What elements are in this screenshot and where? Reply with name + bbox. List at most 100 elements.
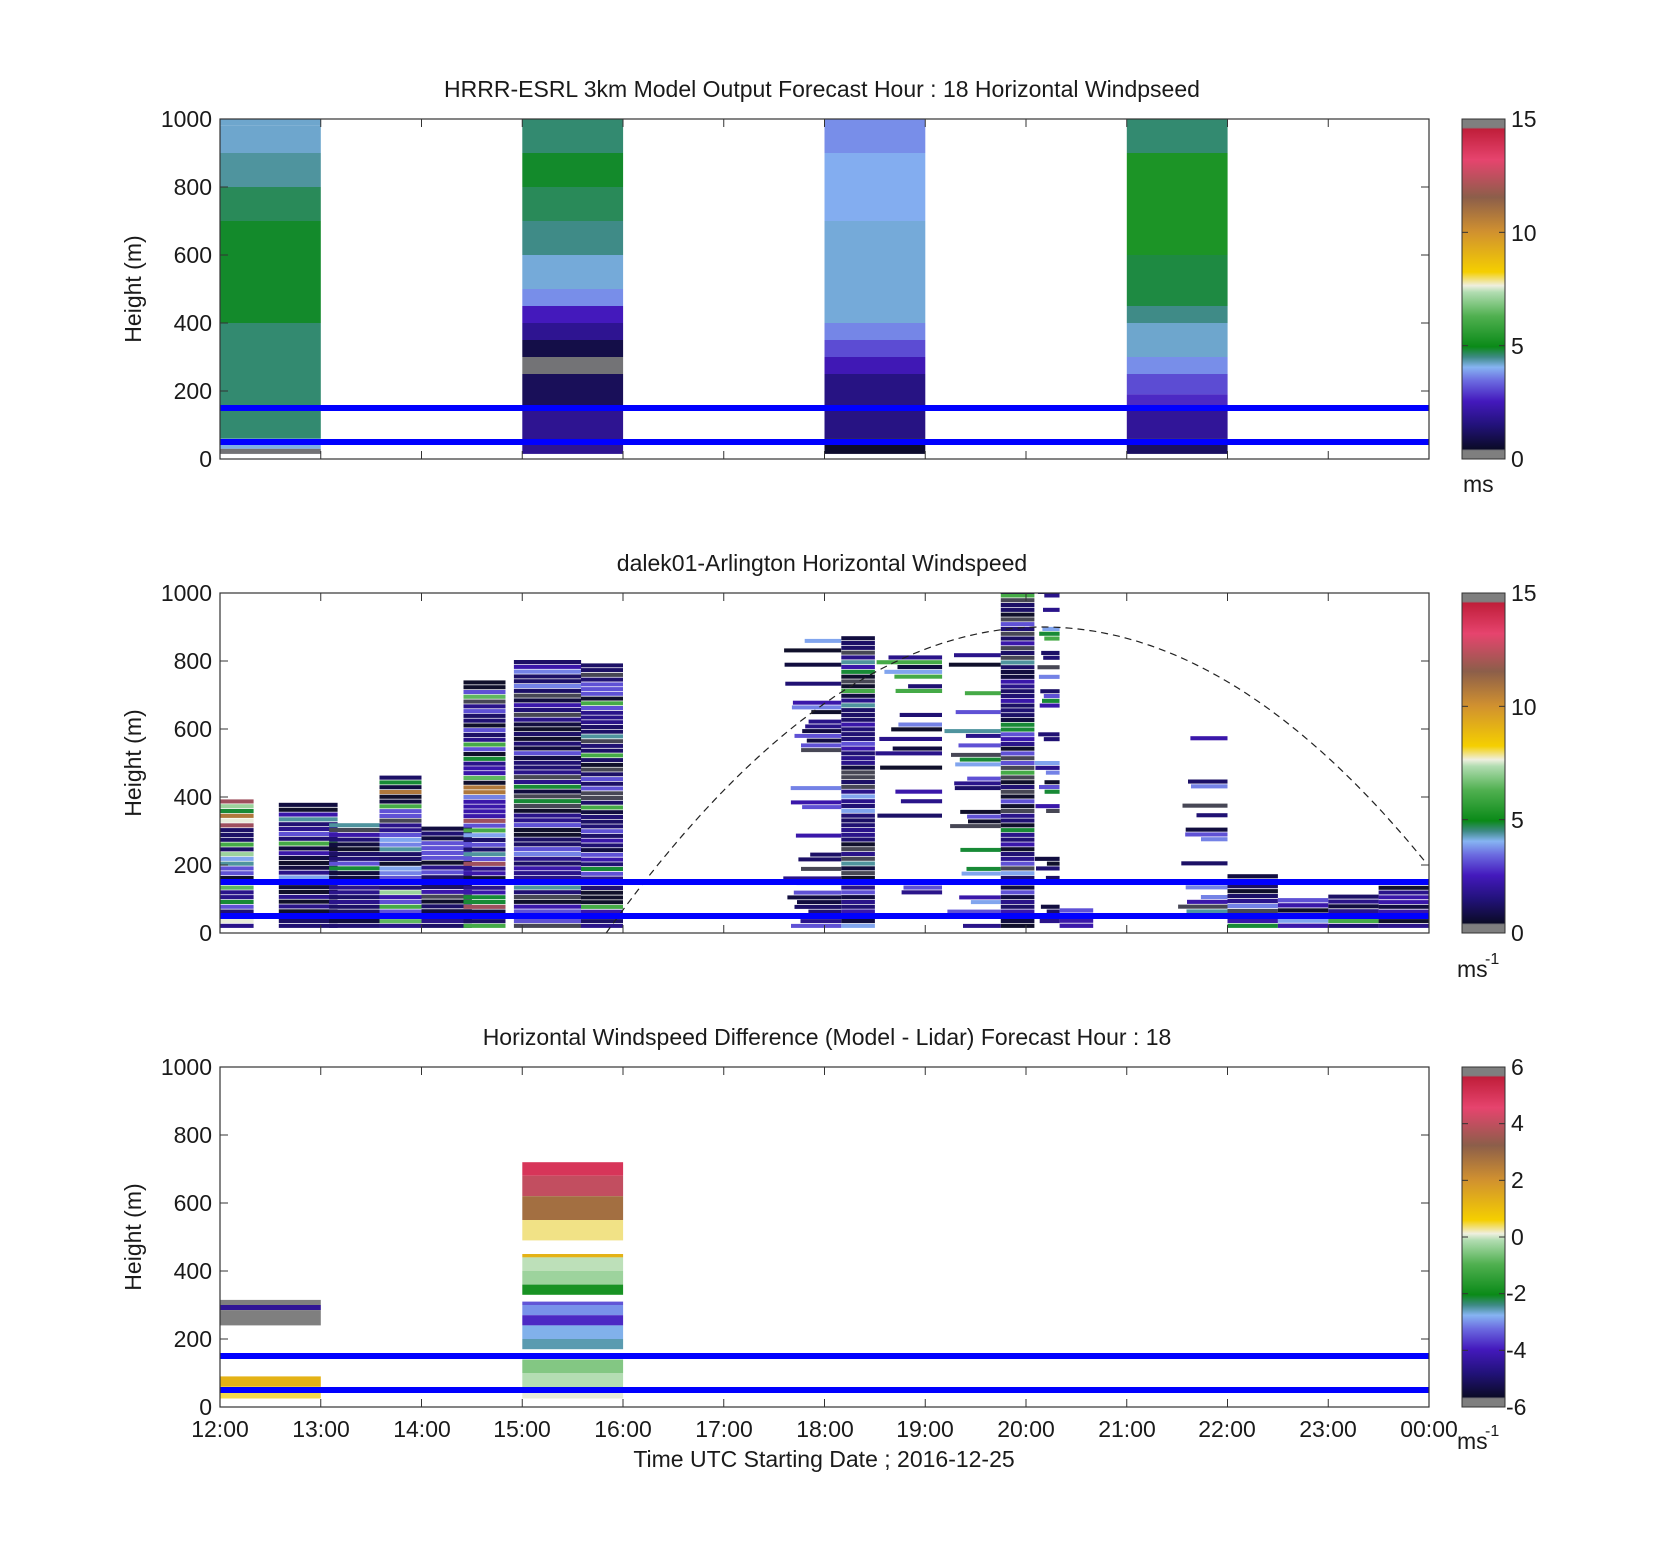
heatmap-cell xyxy=(1000,780,1035,785)
heatmap-cell xyxy=(581,833,623,838)
heatmap-cell xyxy=(841,736,875,741)
heatmap-cell xyxy=(1227,899,1278,904)
heatmap-cell xyxy=(1035,765,1060,770)
heatmap-cell xyxy=(581,871,623,876)
heatmap-cell xyxy=(220,125,321,153)
heatmap-cell xyxy=(522,1315,624,1326)
heatmap-cell xyxy=(1227,918,1278,923)
heatmap-cell xyxy=(220,153,321,187)
heatmap-cell xyxy=(797,900,842,905)
heatmap-cell xyxy=(1000,813,1035,818)
heatmap-cell xyxy=(581,810,623,815)
heatmap-cell xyxy=(278,856,338,861)
heatmap-cell xyxy=(522,153,624,187)
heatmap-cell xyxy=(1000,612,1035,617)
x-tick-label: 12:00 xyxy=(191,1416,249,1442)
heatmap-cell xyxy=(220,842,254,847)
heatmap-cell xyxy=(463,795,506,800)
y-tick-label: 800 xyxy=(174,648,212,674)
heatmap-cell xyxy=(421,875,472,880)
heatmap-cell xyxy=(841,899,875,904)
heatmap-cell xyxy=(1378,890,1429,895)
heatmap-cell xyxy=(792,700,842,705)
heatmap-cell xyxy=(278,851,338,856)
heatmap-cell xyxy=(959,895,1001,900)
heatmap-cell xyxy=(379,899,422,904)
heatmap-cell xyxy=(1000,823,1035,828)
heatmap-cell xyxy=(841,909,875,914)
reference-lines xyxy=(220,879,1429,919)
heatmap-cell xyxy=(1185,832,1228,837)
heatmap-cell xyxy=(791,705,842,710)
heatmap-cell xyxy=(841,837,875,842)
heatmap-cell xyxy=(421,855,472,860)
heatmap-cell xyxy=(220,221,321,323)
colorbar-tick-label: 5 xyxy=(1511,807,1524,833)
heatmap-cell xyxy=(581,923,623,928)
heatmap-cell xyxy=(841,780,875,785)
heatmap-cell xyxy=(581,815,623,819)
heatmap-cell xyxy=(581,748,623,753)
heatmap-cell xyxy=(220,1376,321,1387)
heatmap-cell xyxy=(220,804,254,809)
heatmap-cell xyxy=(513,803,582,808)
heatmap-cell xyxy=(794,733,842,738)
heatmap-cell xyxy=(1227,889,1278,894)
y-axis-label: Height (m) xyxy=(120,1183,146,1290)
heatmap-cell xyxy=(1000,626,1035,631)
heatmap-cell xyxy=(1227,874,1278,879)
colorbar-tick-label: 10 xyxy=(1511,694,1537,720)
heatmap-cell xyxy=(379,866,422,871)
heatmap-cell xyxy=(877,813,942,818)
heatmap-cell xyxy=(220,1299,321,1305)
heatmap-cell xyxy=(513,856,582,861)
heatmap-cell xyxy=(841,784,875,789)
heatmap-cell xyxy=(513,923,582,928)
heatmap-cell xyxy=(1181,861,1228,866)
heatmap-cell xyxy=(463,833,506,838)
heatmap-cell xyxy=(954,781,1001,786)
heatmap-cell xyxy=(1000,871,1035,876)
heatmap-cell xyxy=(1000,703,1035,708)
heatmap-cell xyxy=(522,1254,624,1258)
heatmap-cell xyxy=(463,823,506,828)
heatmap-cell xyxy=(1000,650,1035,655)
heatmap-cell xyxy=(810,852,842,857)
heatmap-cell xyxy=(841,871,875,876)
heatmap-cell xyxy=(522,1175,624,1197)
heatmap-cell xyxy=(841,641,875,646)
heatmap-cell xyxy=(960,847,1001,852)
heatmap-cell xyxy=(513,708,582,713)
heatmap-cell xyxy=(581,791,623,796)
heatmap-cell xyxy=(1277,923,1329,928)
y-tick-label: 400 xyxy=(174,784,212,810)
heatmap-cell xyxy=(463,766,506,771)
heatmap-cell xyxy=(581,890,623,895)
heatmap-cell xyxy=(522,357,624,374)
heatmap-cell xyxy=(463,909,506,914)
heatmap-cell xyxy=(824,153,926,221)
heatmap-cell xyxy=(581,909,623,914)
heatmap-cell xyxy=(1000,622,1035,627)
heatmap-cell xyxy=(522,374,624,408)
heatmap-cell xyxy=(950,824,1001,829)
y-tick-labels: 0 200 400 600 800 1000 xyxy=(161,1054,212,1420)
heatmap-cell xyxy=(841,861,875,866)
heatmap-cell xyxy=(522,1271,624,1285)
heatmap-cell xyxy=(581,710,623,715)
heatmap-cell xyxy=(884,669,943,674)
heatmap-cell xyxy=(1000,775,1035,780)
difference-panel: Horizontal Windspeed Difference (Model -… xyxy=(120,1024,1527,1472)
heatmap-cell xyxy=(900,799,943,804)
heatmap-cell xyxy=(1328,923,1379,928)
heatmap-cell xyxy=(841,885,875,890)
heatmap-cell xyxy=(513,919,582,924)
heatmap-cell xyxy=(841,660,875,665)
heatmap-cell xyxy=(463,780,506,785)
heatmap-cell xyxy=(513,703,582,708)
heatmap-cell xyxy=(278,860,338,865)
heatmap-cell xyxy=(1000,832,1035,837)
heatmap-cell xyxy=(278,827,338,832)
heatmap-cell xyxy=(1042,698,1060,703)
colorbar-tick-label: -4 xyxy=(1506,1337,1527,1363)
